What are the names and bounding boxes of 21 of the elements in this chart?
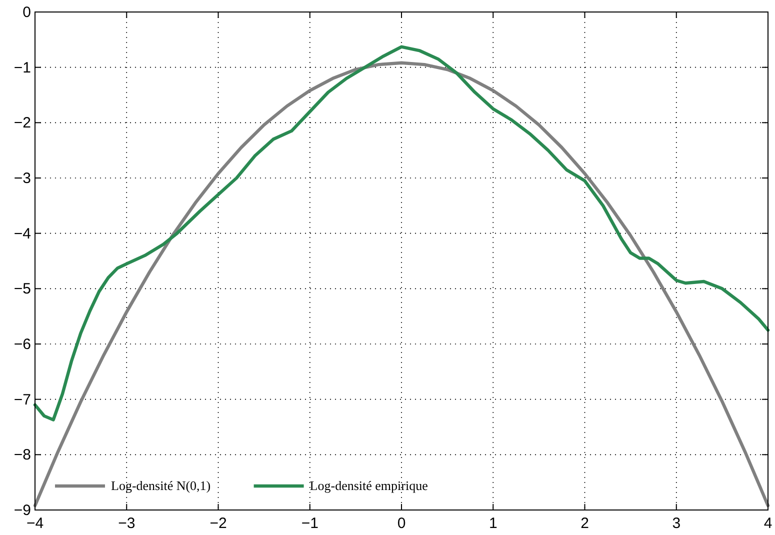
x-tick-label: −3 <box>118 515 136 532</box>
y-tick-label: −1 <box>14 59 31 76</box>
y-tick-label: −2 <box>14 114 31 132</box>
y-tick-label: −5 <box>14 280 31 298</box>
x-tick-label: −2 <box>210 515 227 532</box>
x-tick-label: 3 <box>672 515 681 532</box>
x-tick-label: 4 <box>764 515 772 532</box>
y-tick-label: −4 <box>14 225 31 242</box>
line-series <box>33 61 770 508</box>
y-tick-label: 0 <box>22 4 31 21</box>
x-tick-label: −1 <box>301 515 318 532</box>
legend-label: Log-densité empirique <box>310 478 428 493</box>
x-tick-label: 0 <box>397 515 406 532</box>
y-tick-label: −6 <box>14 336 31 353</box>
x-tick-label: 1 <box>488 515 498 532</box>
line-series <box>33 45 770 422</box>
x-tick-label: 2 <box>580 515 589 532</box>
y-tick-label: −3 <box>14 170 31 187</box>
y-tick-label: −8 <box>14 446 31 464</box>
y-tick-label: −7 <box>14 391 31 408</box>
legend-label: Log-densité N(0,1) <box>111 478 211 493</box>
